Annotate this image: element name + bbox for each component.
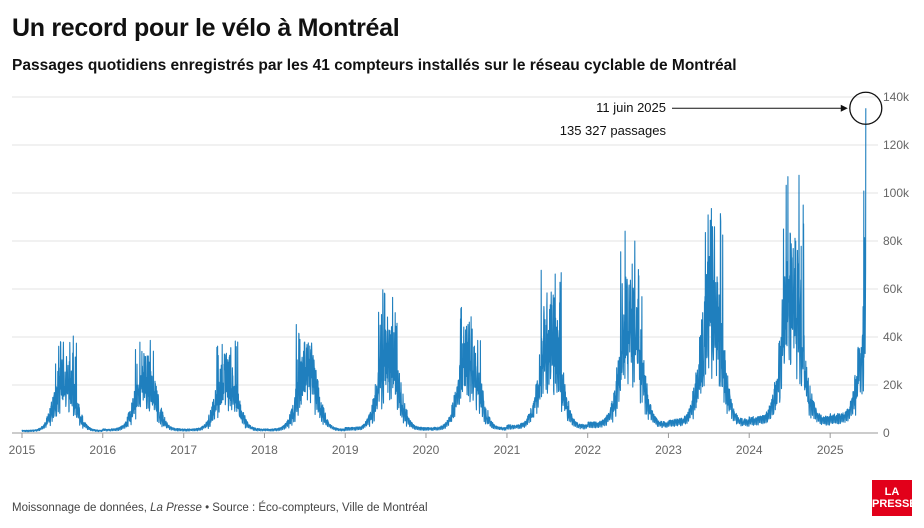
- y-tick-label: 20k: [883, 378, 903, 392]
- annotation-date: 11 juin 2025: [596, 100, 666, 115]
- gridlines: [12, 96, 878, 386]
- footer-prefix: Moissonnage de données,: [12, 502, 151, 514]
- la-presse-logo[interactable]: LA PRESSE: [872, 480, 917, 516]
- y-tick-label: 120k: [883, 138, 910, 152]
- x-axis: 2015 2016 2017 2018 2019 2020 2021 2022 2023 2024…: [9, 432, 878, 457]
- x-tick-label: 2020: [413, 443, 440, 457]
- y-tick-label: 0: [883, 426, 890, 440]
- annotation-arrowhead: [840, 104, 848, 112]
- x-tick-label: 2018: [251, 443, 278, 457]
- x-tick-label: 2021: [494, 443, 521, 457]
- logo-line-2: PRESSE: [872, 498, 917, 510]
- record-circle: [849, 91, 883, 125]
- x-tick-label: 2022: [574, 443, 601, 457]
- y-tick-label: 40k: [883, 330, 903, 344]
- x-tick-label: 2016: [89, 443, 116, 457]
- y-axis: 0 20k 40k 60k 80k 100k 120k 140k: [883, 90, 910, 440]
- series-line-daily-passages: [21, 108, 867, 433]
- y-tick-label: 60k: [883, 282, 903, 296]
- y-tick-label: 80k: [883, 234, 903, 248]
- footer-publication: La Presse: [150, 502, 202, 514]
- source-footer: Moissonnage de données, La Presse • Sour…: [12, 502, 428, 514]
- x-tick-label: 2019: [332, 443, 359, 457]
- chart-subtitle: Passages quotidiens enregistrés par les …: [12, 57, 737, 74]
- x-tick-label: 2017: [170, 443, 197, 457]
- y-tick-label: 140k: [883, 90, 910, 104]
- logo-line-1: LA: [884, 486, 900, 498]
- y-tick-label: 100k: [883, 186, 910, 200]
- series-layer: [21, 108, 867, 433]
- x-tick-label: 2024: [736, 443, 763, 457]
- x-tick-label: 2025: [817, 443, 844, 457]
- line-chart: 2015 2016 2017 2018 2019 2020 2021 2022 2023 2024…: [9, 90, 910, 457]
- x-tick-label: 2023: [655, 443, 682, 457]
- chart-title: Un record pour le vélo à Montréal: [12, 14, 400, 42]
- footer-suffix: • Source : Éco-compteurs, Ville de Montr…: [201, 502, 428, 514]
- annotation-value: 135 327 passages: [560, 123, 667, 138]
- record-annotation: 11 juin 2025 135 327 passages: [560, 91, 883, 138]
- x-tick-label: 2015: [9, 443, 36, 457]
